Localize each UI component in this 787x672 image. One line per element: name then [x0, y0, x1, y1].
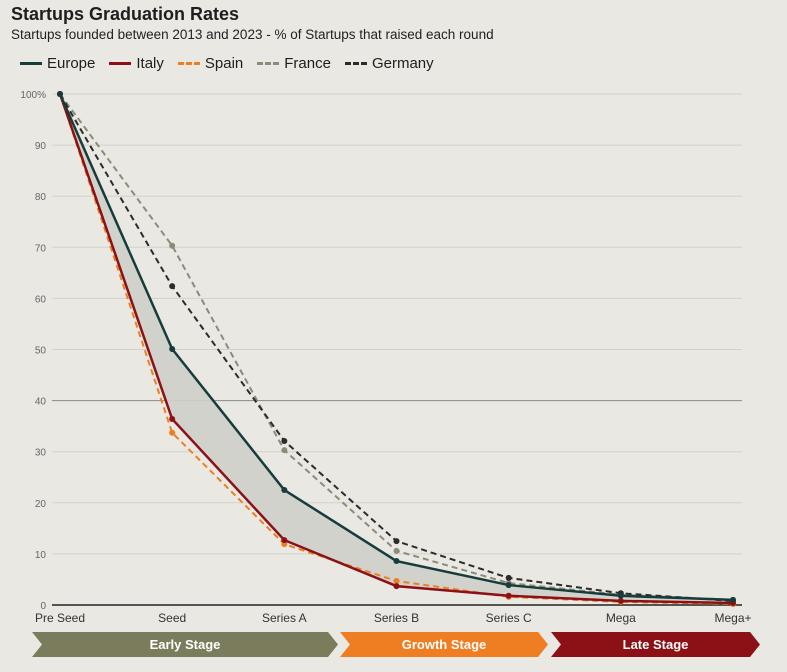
data-point	[393, 583, 400, 590]
data-point	[169, 415, 176, 422]
data-point	[281, 487, 288, 494]
data-point	[505, 582, 512, 589]
legend-item: Germany	[344, 55, 434, 72]
data-point	[393, 538, 400, 545]
data-point	[169, 242, 176, 249]
data-point	[169, 429, 176, 436]
y-tick-label: 70	[35, 243, 47, 254]
legend-item: Spain	[177, 55, 244, 72]
data-point	[505, 592, 512, 599]
y-tick-label: 40	[35, 397, 47, 408]
legend: Europe Italy Spain France Germany	[20, 55, 434, 72]
x-tick-label: Mega	[606, 611, 636, 625]
data-point	[617, 592, 624, 599]
y-tick-label: 0	[40, 601, 46, 612]
x-tick-label: Series A	[262, 611, 307, 625]
legend-item: Europe	[20, 55, 95, 72]
legend-swatch	[177, 62, 200, 65]
data-point	[281, 537, 288, 544]
y-tick-label: 60	[35, 294, 47, 305]
shaded-band	[60, 94, 733, 603]
stage-label: Growth Stage	[402, 637, 487, 652]
legend-swatch	[109, 62, 132, 65]
data-point	[57, 91, 63, 97]
legend-label: France	[284, 55, 331, 72]
chart-title: Startups Graduation Rates	[11, 4, 240, 24]
data-point	[617, 597, 624, 604]
data-point	[730, 596, 736, 603]
data-point	[169, 283, 176, 290]
x-tick-label: Seed	[158, 611, 186, 625]
legend-swatch	[20, 62, 42, 65]
y-tick-label: 50	[35, 346, 47, 357]
stage-label: Early Stage	[150, 637, 221, 652]
legend-item: Italy	[109, 55, 164, 72]
chart-subtitle: Startups founded between 2013 and 2023 -…	[11, 27, 494, 42]
x-tick-label: Pre Seed	[35, 611, 85, 625]
legend-label: Germany	[371, 55, 434, 72]
data-point	[393, 577, 400, 584]
x-tick-label: Series B	[374, 611, 419, 625]
stage-arrow	[551, 632, 760, 657]
data-point	[505, 574, 512, 581]
x-tick-label: Series C	[486, 611, 532, 625]
y-tick-label: 10	[35, 550, 47, 561]
y-tick-label: 20	[35, 499, 47, 510]
stage-arrow	[340, 632, 548, 657]
y-tick-label: 30	[35, 448, 47, 459]
data-point	[393, 547, 400, 554]
legend-label: Europe	[47, 55, 96, 72]
data-point	[281, 437, 288, 444]
stage-label: Late Stage	[623, 637, 689, 652]
data-point	[281, 447, 288, 454]
data-point	[169, 345, 176, 352]
legend-swatch	[344, 62, 367, 65]
stage-arrow	[32, 632, 338, 657]
y-tick-label: 90	[35, 141, 47, 152]
legend-item: France	[257, 55, 331, 72]
legend-swatch	[257, 62, 280, 65]
legend-label: Italy	[136, 55, 164, 72]
y-tick-label: 100%	[20, 90, 46, 101]
x-tick-label: Mega+	[714, 611, 751, 625]
legend-label: Spain	[204, 55, 244, 72]
y-tick-label: 80	[35, 192, 47, 203]
data-point	[393, 558, 400, 565]
